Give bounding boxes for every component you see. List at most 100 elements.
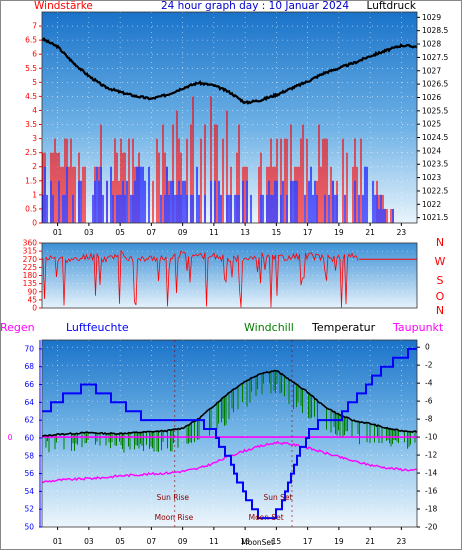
humidity-line — [42, 347, 417, 520]
annotation-moonset-axis: MoonSet — [241, 538, 274, 547]
x-tick-label: 17 — [303, 537, 313, 546]
x-tick-label: 13 — [240, 228, 250, 237]
y-tick-label-pressure: 1023.5 — [422, 160, 448, 169]
pressure-line — [41, 37, 418, 105]
x-tick-label: 15 — [272, 537, 282, 546]
y-tick-label-humidity: 60 — [24, 433, 34, 442]
x-tick-label: 07 — [147, 228, 157, 237]
y-tick-label-direction: 0 — [32, 304, 37, 313]
y-tick-label-direction: 180 — [23, 271, 38, 280]
axis-title-luftdruck: Luftdruck — [367, 0, 417, 12]
y-tick-label-wind: 4 — [32, 106, 37, 115]
y-tick-label-temperature: -12 — [425, 451, 437, 460]
y-tick-label-wind: 2.5 — [25, 148, 37, 157]
x-tick-label: 19 — [334, 228, 344, 237]
y-tick-label-temperature: -18 — [425, 505, 437, 514]
x-tick-label: 11 — [209, 537, 219, 546]
y-tick-label-direction: 225 — [23, 263, 38, 272]
y-tick-label-wind: 3.5 — [25, 120, 37, 129]
y-tick-label-direction: 45 — [27, 295, 37, 304]
x-tick-label: 23 — [397, 228, 407, 237]
y-tick-label-pressure: 1024.5 — [422, 133, 448, 142]
annotation-sun-rise: Sun Rise — [157, 493, 190, 502]
y-tick-label-wind: 3 — [32, 134, 37, 143]
y-tick-label-temperature: -8 — [425, 415, 433, 424]
y-tick-label-humidity: 66 — [24, 380, 34, 389]
compass-label: W — [435, 255, 446, 268]
y-tick-label-wind: 1 — [32, 190, 37, 199]
y-tick-label-wind: 6.5 — [25, 36, 37, 45]
y-tick-label-pressure: 1026.5 — [422, 80, 448, 89]
y-tick-label-wind: 6 — [32, 50, 37, 59]
y-tick-label-direction: 270 — [23, 255, 38, 264]
x-tick-label: 11 — [209, 228, 219, 237]
y-tick-label-wind: 2 — [32, 162, 37, 171]
y-tick-label-pressure: 1022 — [422, 200, 441, 209]
x-tick-label: 03 — [84, 228, 94, 237]
legend-temperatur: Temperatur — [311, 321, 376, 334]
y-tick-label-humidity: 64 — [24, 398, 34, 407]
y-tick-label-direction: 315 — [23, 247, 38, 256]
x-tick-label: 23 — [397, 537, 407, 546]
y-tick-label-pressure: 1026 — [422, 93, 441, 102]
x-tick-label: 01 — [53, 228, 63, 237]
y-tick-label-temperature: -6 — [425, 397, 433, 406]
compass-label: N — [436, 304, 444, 317]
y-tick-label-pressure: 1028 — [422, 40, 441, 49]
axis-title-windstaerke: Windstärke — [34, 0, 93, 12]
compass-label: N — [436, 236, 444, 249]
y-tick-label-pressure: 1027.5 — [422, 53, 448, 62]
y-tick-label-temperature: 0 — [425, 343, 430, 352]
legend-windchill: Windchill — [244, 321, 294, 334]
y-tick-label-direction: 90 — [27, 287, 37, 296]
y-tick-label-pressure: 1025.5 — [422, 106, 448, 115]
y-tick-label-humidity: 58 — [24, 451, 34, 460]
y-tick-label-wind: 1.5 — [25, 176, 37, 185]
y-tick-label-direction: 135 — [23, 279, 38, 288]
compass-label: S — [437, 274, 444, 287]
plot-frame-temperature — [41, 339, 418, 528]
x-tick-label: 09 — [178, 537, 188, 546]
y-tick-label-wind: 0 — [32, 219, 37, 228]
x-tick-label: 09 — [178, 228, 188, 237]
y-tick-label-wind: 5.5 — [25, 64, 37, 73]
y-tick-label-pressure: 1027 — [422, 66, 441, 75]
y-tick-label-wind: 7 — [32, 22, 37, 31]
rain-tick-label: 0 — [8, 433, 13, 442]
y-tick-label-humidity: 70 — [24, 344, 34, 353]
y-tick-label-pressure: 1024 — [422, 146, 441, 155]
x-tick-label: 05 — [115, 228, 125, 237]
y-tick-label-wind: 4.5 — [25, 92, 37, 101]
compass-label: O — [436, 290, 445, 303]
y-tick-label-temperature: -10 — [425, 433, 437, 442]
x-tick-label: 03 — [84, 537, 94, 546]
x-tick-label: 21 — [365, 228, 375, 237]
y-tick-label-temperature: -14 — [425, 469, 437, 478]
annotation-moon-rise: Moon Rise — [155, 513, 194, 522]
y-tick-label-temperature: -4 — [425, 379, 433, 388]
x-tick-label: 01 — [53, 537, 63, 546]
x-tick-label: 19 — [334, 537, 344, 546]
plot-frame-wind — [41, 11, 418, 224]
y-tick-label-pressure: 1022.5 — [422, 186, 448, 195]
annotation-sun-set: Sun Set — [264, 493, 293, 502]
x-tick-label: 17 — [303, 228, 313, 237]
legend-taupunkt: Taupunkt — [392, 321, 444, 334]
chart-title: 24 hour graph day : 10 Januar 2024 — [161, 0, 349, 12]
plot-area-direction — [42, 243, 417, 308]
y-tick-label-direction: 360 — [23, 239, 38, 248]
x-tick-label: 13 — [240, 537, 250, 546]
annotation-moon-set: Moon Set — [249, 513, 284, 522]
y-tick-label-temperature: -16 — [425, 487, 437, 496]
y-tick-label-pressure: 1021.5 — [422, 213, 448, 222]
y-tick-label-pressure: 1023 — [422, 173, 441, 182]
y-tick-label-pressure: 1028.5 — [422, 26, 448, 35]
y-tick-label-pressure: 1029 — [422, 13, 441, 22]
y-tick-label-wind: 0.5 — [25, 204, 37, 213]
y-tick-label-temperature: -2 — [425, 361, 433, 370]
y-tick-label-humidity: 54 — [24, 487, 34, 496]
legend-regen: Regen — [0, 321, 35, 334]
y-tick-label-humidity: 68 — [24, 362, 34, 371]
temperature-line — [42, 369, 418, 437]
